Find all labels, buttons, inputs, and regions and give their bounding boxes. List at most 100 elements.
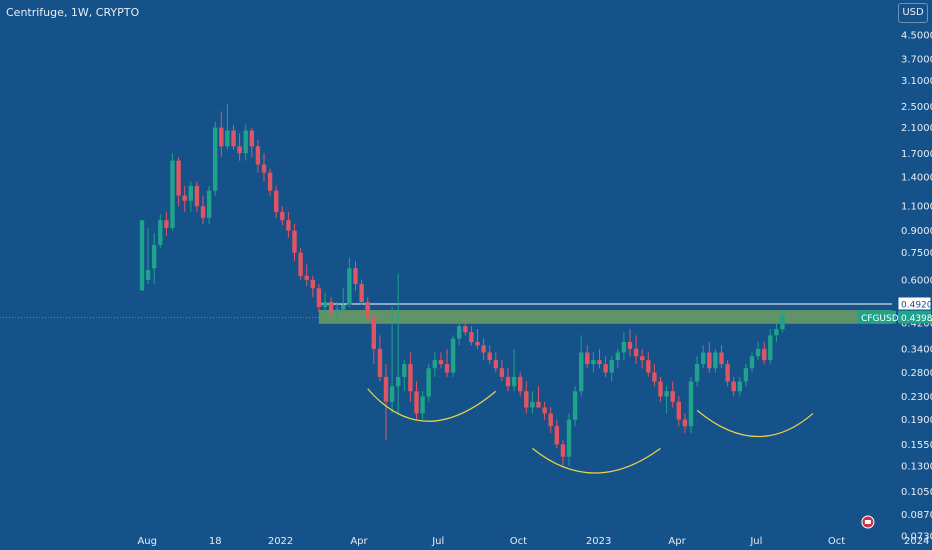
- candle-body: [633, 348, 639, 357]
- candle-body: [450, 338, 456, 373]
- candle-body: [499, 368, 505, 377]
- candle-body: [310, 279, 315, 289]
- candle-body: [554, 426, 559, 445]
- candle-body: [768, 335, 773, 361]
- candle-body: [749, 356, 755, 369]
- candle-body: [713, 352, 718, 369]
- level-label-box: [897, 296, 932, 311]
- x-tick-label: Apr: [668, 536, 686, 547]
- candle-body: [280, 211, 285, 221]
- candle-body: [353, 268, 358, 284]
- candle-body: [182, 195, 187, 201]
- candle-body: [615, 352, 620, 361]
- candle-body: [701, 352, 706, 365]
- candle-body: [243, 130, 248, 154]
- y-tick-label: 4.5000: [901, 30, 932, 41]
- candle-body: [566, 419, 572, 457]
- candle-body: [396, 376, 401, 387]
- y-tick-label: 0.0730: [901, 531, 932, 542]
- candle-body: [267, 172, 273, 191]
- candle-body: [719, 352, 724, 365]
- candle-body: [145, 270, 151, 280]
- candle-body: [597, 360, 602, 365]
- candle-body: [365, 302, 370, 318]
- last-price-badge: [898, 310, 931, 324]
- currency-button[interactable]: USD: [898, 3, 928, 23]
- candle-body: [231, 130, 236, 147]
- candle-body: [591, 360, 596, 365]
- candle-body: [627, 341, 633, 349]
- candle-body: [249, 130, 254, 147]
- pattern-curve: [696, 409, 814, 438]
- x-tick-label: 18: [209, 536, 222, 547]
- candle-body: [731, 381, 736, 392]
- candle-body: [139, 220, 145, 291]
- candle-body: [341, 304, 346, 310]
- candle-body: [176, 160, 181, 196]
- candle-body: [292, 230, 297, 253]
- candle-body: [609, 360, 614, 373]
- candle-body: [261, 164, 267, 173]
- symbol-label: CFGUSD: [861, 314, 899, 324]
- pattern-curve: [532, 447, 661, 474]
- candle-body: [237, 146, 242, 154]
- candle-body: [707, 352, 712, 369]
- resistance-zone: [318, 310, 892, 324]
- chart-title: Centrifuge, 1W, CRYPTO: [6, 6, 140, 19]
- candle-body: [206, 190, 212, 218]
- candle-body: [505, 376, 511, 387]
- candle-body: [774, 329, 779, 336]
- candle-body: [316, 288, 322, 307]
- candle-body: [536, 401, 541, 408]
- candle-body: [511, 376, 517, 387]
- y-tick-label: 3.7000: [901, 54, 932, 65]
- candle-body: [432, 360, 437, 369]
- candle-body: [328, 302, 334, 313]
- candle-body: [170, 160, 175, 228]
- candle-body: [383, 376, 389, 402]
- candle-body: [188, 185, 193, 201]
- candle-body: [359, 283, 364, 303]
- candle-body: [389, 386, 395, 402]
- y-tick-label: 1.4000: [901, 172, 932, 183]
- candle-body: [670, 391, 675, 402]
- candle-body: [152, 244, 157, 269]
- candle-body: [200, 206, 206, 218]
- candle-body: [694, 364, 700, 382]
- y-tick-label: 2.5000: [901, 102, 932, 113]
- candle-body: [530, 401, 535, 408]
- candle-body: [542, 407, 547, 414]
- candle-body: [225, 130, 230, 147]
- last-price-label: 0.4398: [901, 314, 932, 324]
- candle-body: [475, 341, 480, 346]
- candle-body: [640, 356, 645, 361]
- candle-body: [322, 302, 328, 307]
- candle-body: [420, 396, 425, 414]
- candle-body: [518, 376, 523, 392]
- candle-body: [463, 326, 468, 333]
- pattern-curve: [367, 388, 497, 422]
- candle-body: [585, 352, 590, 365]
- candle-body: [377, 348, 383, 377]
- x-tick-label: Jul: [431, 536, 444, 547]
- candle-body: [658, 381, 663, 397]
- candle-body: [493, 360, 498, 369]
- symbol-badge: [858, 310, 896, 324]
- candle-body: [414, 391, 419, 414]
- candle-body: [164, 220, 169, 228]
- candle-body: [481, 345, 486, 353]
- candle-body: [457, 326, 462, 339]
- candle-body: [304, 275, 309, 280]
- candle-body: [762, 348, 767, 361]
